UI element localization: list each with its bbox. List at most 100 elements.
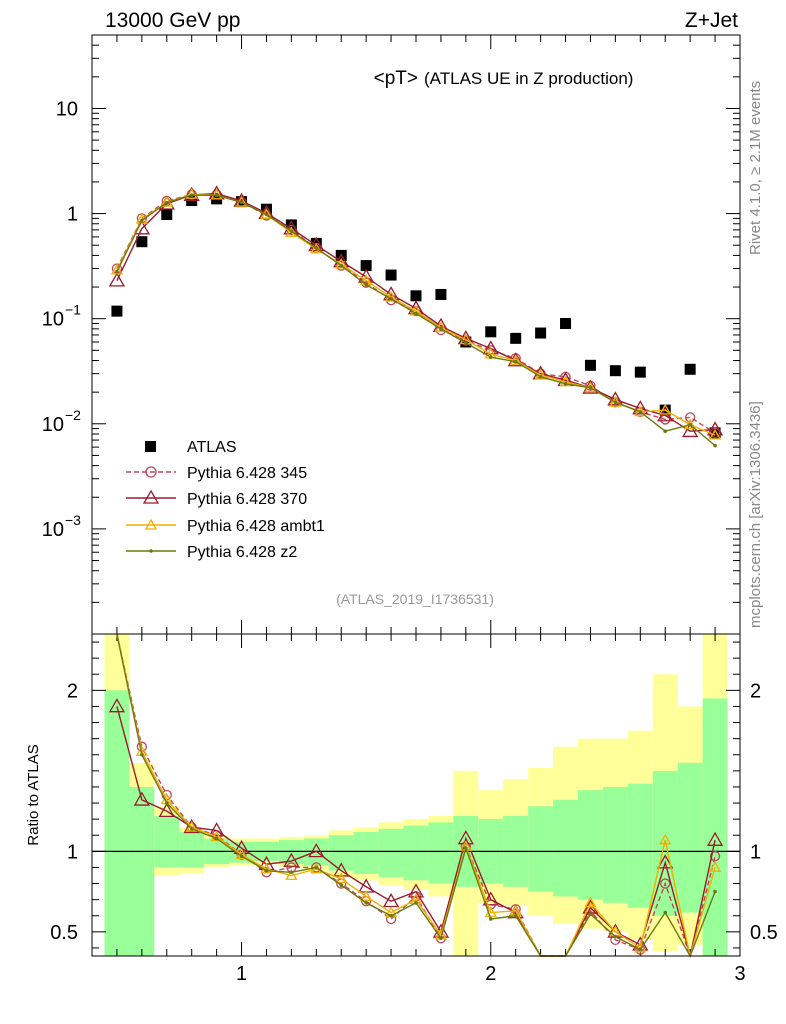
xtick-label: 3 — [734, 963, 745, 985]
ratio-point — [389, 913, 393, 918]
ratio-point — [663, 910, 668, 915]
ratio-point — [108, 698, 126, 713]
header-right-title: Z+Jet — [685, 9, 738, 32]
main-point — [164, 200, 169, 205]
main-point — [682, 422, 699, 438]
ratio-point — [214, 836, 219, 841]
band-green — [104, 690, 130, 956]
ratio-ytick-label-left: 1 — [67, 841, 78, 863]
ratio-series-4 — [116, 633, 717, 958]
band-green — [328, 835, 354, 871]
ratio-point — [164, 801, 169, 805]
ratio-axis-ticks: 0.5 0.5 1 1 2 2 1 2 3 — [50, 634, 778, 985]
ratio-panel: 0.5 0.5 1 1 2 2 1 2 3 Ratio to ATLAS — [25, 633, 778, 985]
band-green — [129, 786, 155, 956]
band-green — [378, 828, 404, 878]
main-point — [588, 385, 593, 390]
ratio-point — [210, 830, 223, 842]
main-point — [607, 391, 624, 406]
ratio-point — [283, 852, 300, 867]
legend-marker-atlas — [145, 441, 156, 452]
ratio-point — [285, 869, 298, 880]
main-point — [358, 268, 375, 283]
ratio-point — [133, 791, 150, 806]
main-point — [659, 403, 672, 415]
ratio-point — [364, 901, 368, 905]
band-green — [677, 762, 703, 913]
main-point — [140, 218, 144, 223]
band-green — [428, 822, 454, 884]
main-point — [509, 354, 522, 365]
ratio-point — [314, 865, 319, 870]
ratio-bands — [92, 634, 740, 956]
main-point — [185, 188, 198, 199]
legend-entry-370: Pythia 6.428 370 — [126, 489, 307, 508]
main-point — [488, 355, 493, 360]
main-point — [110, 263, 124, 275]
ratio-point — [708, 861, 722, 872]
main-point — [115, 269, 119, 274]
main-point — [632, 400, 649, 415]
main-point — [111, 305, 123, 317]
main-point — [414, 311, 418, 316]
ratio-point — [457, 830, 474, 845]
ratio-point — [659, 833, 672, 845]
main-point — [685, 412, 696, 423]
ratio-point — [289, 870, 294, 875]
main-point — [210, 188, 223, 200]
mcplots-label: mcplots.cern.ch [arXiv:1306.3436] — [747, 401, 764, 628]
band-green — [179, 832, 205, 868]
main-point — [439, 327, 443, 331]
main-point — [609, 365, 621, 377]
band-green — [528, 806, 554, 892]
ratio-point — [482, 891, 499, 906]
main-point — [613, 400, 618, 405]
main-point — [688, 422, 692, 427]
legend-label-atlas: ATLAS — [187, 439, 237, 456]
main-point — [713, 443, 717, 448]
main-point — [283, 220, 300, 235]
main-point — [638, 410, 643, 414]
main-point — [634, 366, 646, 378]
ratio-ytick-label-right: 1 — [750, 841, 761, 863]
main-point — [339, 263, 344, 268]
band-green — [403, 825, 429, 881]
main-point — [584, 359, 596, 371]
main-point — [538, 374, 543, 379]
ratio-point — [464, 846, 468, 850]
ratio-point — [513, 913, 518, 918]
ratio-ylabel: Ratio to ATLAS — [25, 744, 42, 845]
legend-label-370: Pythia 6.428 370 — [187, 491, 307, 508]
legend-entry-ambt1: Pythia 6.428 ambt1 — [126, 518, 325, 535]
ratio-ytick-label-right: 2 — [750, 680, 761, 702]
main-series — [108, 185, 724, 448]
ratio-point — [660, 878, 671, 889]
ratio-point — [613, 934, 618, 939]
main-ytick-label: 10 — [56, 98, 78, 120]
legend-marker-345 — [145, 466, 157, 478]
ratio-point — [335, 872, 348, 884]
band-green — [154, 815, 180, 868]
ratio-point — [264, 868, 269, 873]
plot-subtitle: (ATLAS UE in Z production) — [424, 69, 633, 88]
ratio-point — [333, 862, 350, 877]
main-point — [308, 236, 325, 252]
main-point — [510, 332, 522, 344]
main-ytick-exponent: −2 — [65, 407, 81, 423]
plot-title: <pT> — [374, 68, 418, 89]
ratio-point — [584, 896, 597, 908]
main-ytick-exponent: −3 — [65, 512, 81, 528]
main-point — [560, 317, 572, 329]
legend-marker-z2 — [149, 549, 153, 553]
ratio-point — [233, 839, 250, 855]
ratio-point — [713, 889, 717, 894]
main-point — [364, 283, 368, 287]
main-point — [464, 340, 468, 345]
ratio-point — [634, 941, 647, 953]
main-point — [385, 269, 397, 281]
ratio-point — [183, 818, 200, 834]
ratio-point — [407, 883, 425, 898]
main-point — [189, 193, 194, 197]
main-point — [435, 288, 447, 300]
